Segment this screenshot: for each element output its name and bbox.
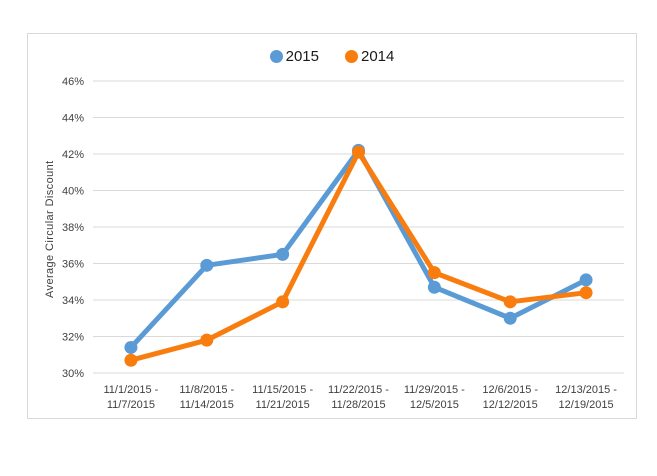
x-tick-label: 11/22/2015 -11/28/2015 (328, 384, 389, 411)
legend-item-2014: 2014 (345, 48, 394, 65)
y-tick-label: 44% (62, 113, 84, 125)
chart-frame: 2015 2014 Average Circular Discount 30% 3… (27, 33, 637, 419)
series-line-2014 (128, 149, 589, 363)
data-point-2015 (427, 280, 441, 294)
legend-item-2015: 2015 (269, 48, 319, 65)
y-tick-label: 30% (62, 368, 84, 380)
data-point-2015 (124, 340, 138, 354)
data-point-2014 (276, 295, 290, 309)
y-tick-label: 38% (62, 222, 84, 234)
y-tick-label: 40% (62, 186, 84, 198)
y-tick-label: 46% (62, 76, 84, 88)
series-line-2015 (128, 147, 589, 350)
data-point-2014 (503, 295, 517, 309)
x-tick-label: 11/1/2015 -11/7/2015 (104, 384, 159, 411)
data-point-2015 (276, 247, 290, 261)
data-point-2014 (427, 266, 441, 280)
data-point-2015 (200, 258, 214, 272)
data-point-2014 (200, 333, 214, 347)
data-point-2015 (503, 311, 517, 325)
x-tick-label: 12/6/2015 -12/12/2015 (482, 384, 538, 411)
legend: 2015 2014 (28, 48, 636, 65)
y-tick-label: 36% (62, 259, 84, 271)
data-point-2014 (352, 145, 365, 159)
x-tick-label: 11/29/2015 -12/5/2015 (404, 384, 465, 411)
data-point-2015 (579, 273, 593, 287)
x-tick-label: 11/15/2015 -11/21/2015 (252, 384, 313, 411)
y-tick-label: 32% (62, 332, 84, 344)
legend-label-2014: 2014 (361, 48, 395, 65)
legend-label-2015: 2015 (285, 48, 319, 65)
data-point-2014 (124, 353, 138, 367)
plot-area: 30% 32% 34% 36% 38% 40% 42% 44% 46% 11/1/2015 -11… (62, 76, 624, 411)
x-tick-label: 12/13/2015 -12/19/2015 (555, 384, 617, 411)
y-tick-label: 42% (62, 149, 84, 161)
y-tick-label: 34% (62, 295, 84, 307)
legend-marker-2014-icon (345, 50, 358, 63)
legend-marker-2015-icon (269, 50, 283, 63)
data-point-2014 (579, 286, 593, 300)
x-tick-label: 11/8/2015 -11/14/2015 (179, 384, 234, 411)
